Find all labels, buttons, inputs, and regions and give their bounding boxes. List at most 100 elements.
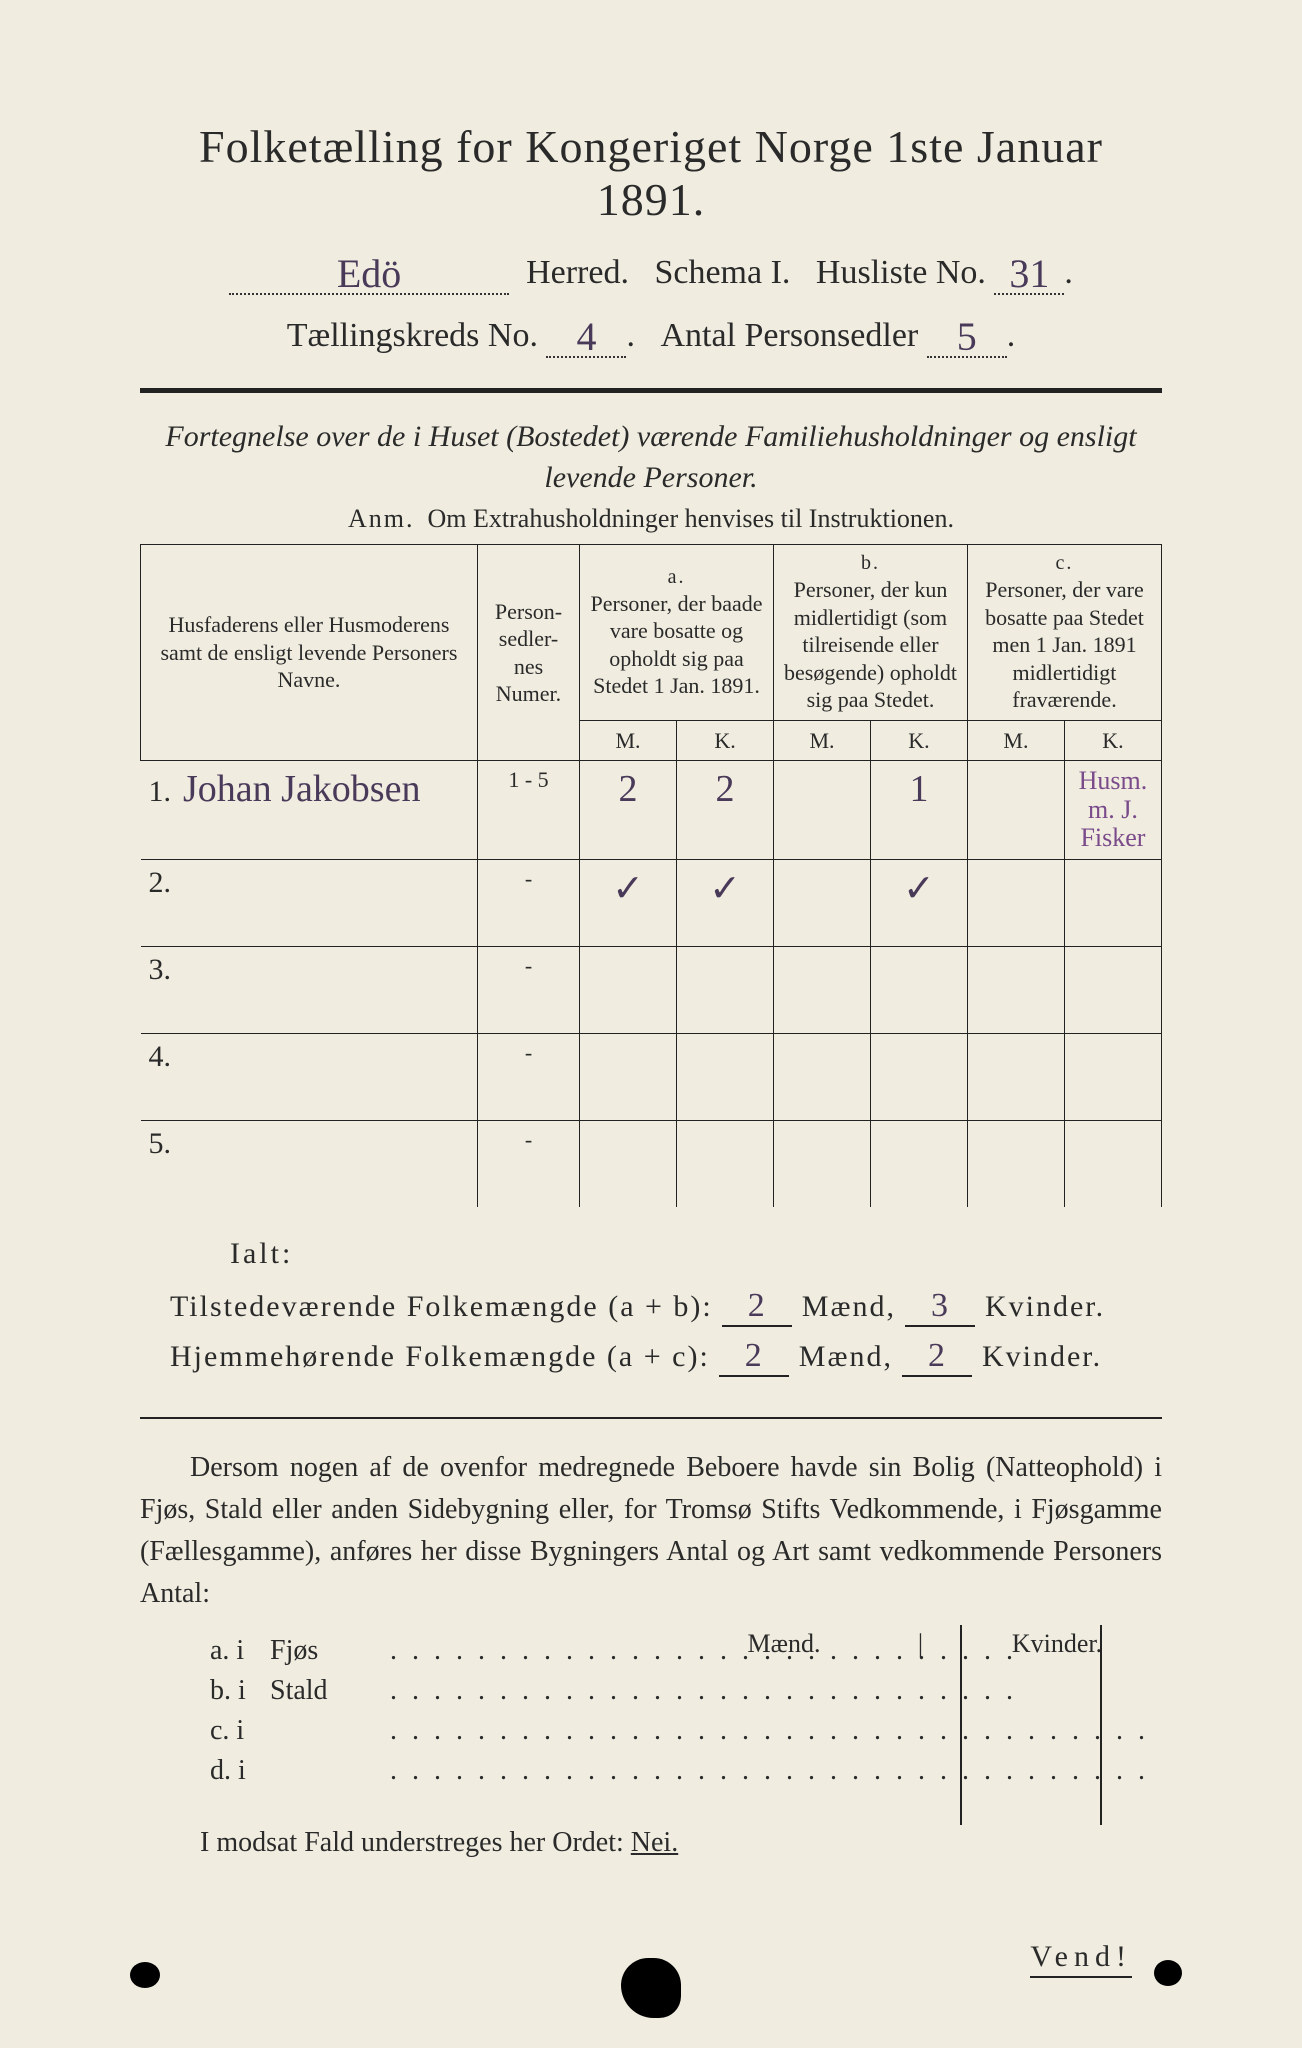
sum1-m: 2: [748, 1287, 767, 1324]
sum1-m-label: Mænd,: [802, 1290, 896, 1323]
cell-value: 2: [619, 768, 638, 810]
cell-aM: 2: [580, 761, 677, 860]
group-a-tag: a.: [586, 565, 767, 590]
kreds-label: Tællingskreds No.: [287, 317, 538, 354]
name-cell: 1.Johan Jakobsen: [141, 761, 478, 860]
nei-word: Nei.: [631, 1827, 678, 1858]
cell-numer: -: [477, 946, 579, 1033]
cell-bM: [774, 946, 871, 1033]
census-table: Husfaderens eller Husmoderens samt de en…: [140, 544, 1162, 1207]
group-b-text: Personer, der kun midlertidigt (som tilr…: [780, 576, 961, 714]
sum1-k-label: Kvinder.: [985, 1290, 1105, 1323]
husliste-value: 31: [1009, 251, 1049, 296]
cell-aK: [677, 946, 774, 1033]
building-table: Mænd. | Kvinder. a. iFjøs. . . . . . . .…: [140, 1635, 1162, 1787]
cell-aK: 2: [677, 761, 774, 860]
rule-top: [140, 388, 1162, 393]
table-row: 4. -: [141, 1033, 1162, 1120]
vline-2: [1100, 1625, 1102, 1825]
antal-field: 5: [927, 309, 1007, 358]
row-number: 3.: [149, 953, 172, 986]
ink-blot: [621, 1958, 681, 2018]
mkv-m: Mænd.: [719, 1629, 849, 1659]
vend-label: Vend!: [1030, 1940, 1132, 1978]
cell-value: 1: [909, 768, 928, 810]
sum2-k: 2: [928, 1337, 947, 1374]
sum1-label: Tilstedeværende Folkemængde (a + b):: [170, 1290, 713, 1323]
rule-mid: [140, 1417, 1162, 1419]
header-line-2: Tællingskreds No. 4 . Antal Personsedler…: [140, 309, 1162, 358]
cell-aM: [580, 1120, 677, 1207]
mkv-k: Kvinder.: [992, 1629, 1122, 1659]
cell-bM: [774, 1033, 871, 1120]
name-cell: 5.: [141, 1120, 478, 1207]
th-group-a: a. Personer, der baade vare bosatte og o…: [580, 545, 774, 721]
group-c-tag: c.: [974, 551, 1155, 576]
page-title: Folketælling for Kongeriget Norge 1ste J…: [140, 120, 1162, 226]
cell-value: ✓: [903, 868, 935, 910]
cell-cK: [1064, 946, 1161, 1033]
antal-value: 5: [957, 314, 977, 359]
cell-bM: [774, 1120, 871, 1207]
ink-spot-left: [130, 1962, 160, 1988]
cell-numer: 1 - 5: [477, 761, 579, 860]
cell-aK: ✓: [677, 859, 774, 946]
th-numer-text: Person- sedler- nes Numer.: [495, 599, 562, 707]
header-line-1: Edö Herred. Schema I. Husliste No. 31 .: [140, 246, 1162, 295]
th-name-text: Husfaderens eller Husmoderens samt de en…: [161, 612, 458, 692]
sum2-label: Hjemmehørende Folkemængde (a + c):: [170, 1340, 710, 1373]
subtitle-l1: Fortegnelse over de i Huset (Bostedet) v…: [165, 420, 1136, 453]
antal-label: Antal Personsedler: [660, 317, 918, 354]
abcd-label: Stald: [270, 1675, 390, 1707]
sum2-m-label: Mænd,: [799, 1340, 893, 1373]
cell-bK: ✓: [870, 859, 967, 946]
cell-cM: [967, 946, 1064, 1033]
cell-cK: [1064, 1120, 1161, 1207]
abcd-dots: . . . . . . . . . . . . . . . . . . . . …: [390, 1755, 1149, 1786]
th-cM: M.: [967, 720, 1064, 761]
th-group-b: b. Personer, der kun midlertidigt (som t…: [774, 545, 968, 721]
row-number: 4.: [149, 1040, 172, 1073]
cell-value: ✓: [709, 868, 741, 910]
cell-cM: [967, 761, 1064, 860]
abcd-dots: . . . . . . . . . . . . . . . . . . . . …: [390, 1715, 1149, 1746]
row-number: 1.: [149, 775, 172, 808]
subtitle: Fortegnelse over de i Huset (Bostedet) v…: [140, 417, 1162, 498]
th-name: Husfaderens eller Husmoderens samt de en…: [141, 545, 478, 761]
mkv-header: Mænd. | Kvinder.: [719, 1629, 1122, 1659]
cell-cK: [1064, 1033, 1161, 1120]
th-bM: M.: [774, 720, 871, 761]
abcd-label: Fjøs: [270, 1635, 390, 1667]
anm-line: Anm. Om Extrahusholdninger henvises til …: [140, 504, 1162, 534]
subtitle-l2: levende Personer.: [544, 461, 757, 494]
nei-pre: I modsat Fald understreges her Ordet:: [200, 1827, 631, 1858]
th-numer: Person- sedler- nes Numer.: [477, 545, 579, 761]
sum2-k-label: Kvinder.: [982, 1340, 1102, 1373]
th-bK: K.: [870, 720, 967, 761]
cell-cM: [967, 1120, 1064, 1207]
abcd-row: b. iStald. . . . . . . . . . . . . . . .…: [210, 1675, 1162, 1707]
abcd-tag: d. i: [210, 1755, 270, 1787]
cell-value: ✓: [612, 868, 644, 910]
anm-lead: Anm.: [348, 504, 415, 533]
ialt-label: Ialt:: [230, 1237, 1162, 1271]
name-cell: 3.: [141, 946, 478, 1033]
abcd-tag: a. i: [210, 1635, 270, 1667]
cell-bM: [774, 859, 871, 946]
anm-text: Om Extrahusholdninger henvises til Instr…: [428, 504, 954, 533]
name-cell: 4.: [141, 1033, 478, 1120]
sum1-k: 3: [931, 1287, 950, 1324]
cell-cM: [967, 1033, 1064, 1120]
th-aM: M.: [580, 720, 677, 761]
row-number: 2.: [149, 866, 172, 899]
nei-line: I modsat Fald understreges her Ordet: Ne…: [140, 1827, 1162, 1859]
cell-bK: [870, 946, 967, 1033]
husliste-field: 31: [994, 246, 1064, 295]
cell-numer: -: [477, 1033, 579, 1120]
cell-value: 2: [716, 768, 735, 810]
building-paragraph: Dersom nogen af de ovenfor medregnede Be…: [140, 1447, 1162, 1615]
cell-numer: -: [477, 859, 579, 946]
group-c-text: Personer, der vare bosatte paa Stedet me…: [974, 576, 1155, 714]
sum2-m: 2: [745, 1337, 764, 1374]
kreds-field: 4: [546, 309, 626, 358]
